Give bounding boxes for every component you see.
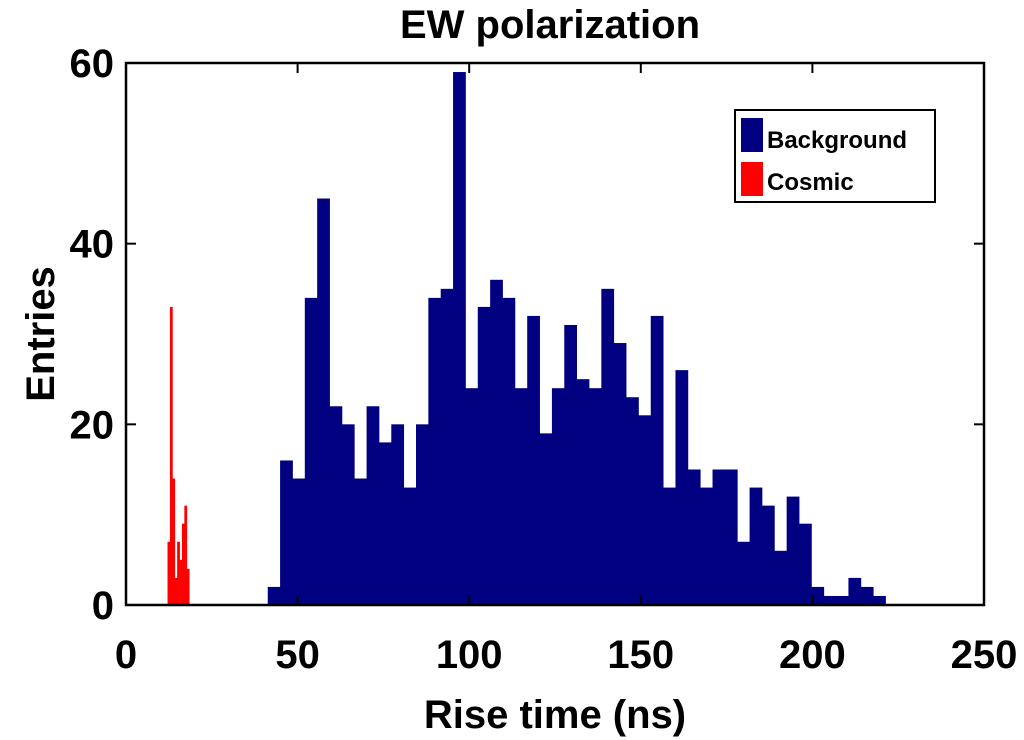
cosmic-bar [172, 478, 176, 605]
legend-swatch-background [741, 118, 763, 152]
cosmic-bar [181, 523, 185, 605]
chart-title: EW polarization [400, 3, 700, 47]
background-bar [626, 397, 639, 605]
legend-label-background: Background [767, 127, 907, 154]
background-bar [823, 595, 837, 605]
x-axis-ticks: 0 50 100 150 200 250 [115, 63, 1018, 677]
legend-box [734, 109, 936, 203]
background-bar [588, 388, 602, 605]
x-tick-label: 250 [951, 633, 1018, 677]
y-tick-label: 20 [70, 403, 115, 447]
background-bar [292, 478, 306, 605]
x-tick-label: 200 [779, 633, 846, 677]
background-bar [860, 586, 874, 605]
cosmic-bar [184, 505, 188, 605]
background-bar [786, 496, 800, 605]
legend-swatch-cosmic [741, 162, 763, 196]
background-bar [354, 478, 367, 605]
background-bar [687, 469, 701, 605]
background-bar [317, 198, 330, 605]
background-bar [280, 460, 293, 605]
background-bar [700, 487, 713, 605]
background-bar [391, 424, 405, 605]
background-bar [564, 324, 578, 605]
background-bar [737, 541, 750, 605]
background-bar [502, 297, 516, 605]
cosmic-bar [174, 577, 178, 605]
cosmic-bar [169, 306, 173, 605]
x-tick-label: 50 [275, 633, 320, 677]
plot-frame [124, 61, 986, 607]
y-tick-label: 40 [70, 223, 115, 267]
y-axis-label: Entries [19, 266, 63, 402]
background-bar [267, 586, 281, 605]
y-tick-label: 0 [92, 584, 114, 628]
legend-label-cosmic: Cosmic [767, 169, 854, 196]
cosmic-bar [167, 541, 171, 605]
background-bar [403, 487, 417, 605]
cosmic-bars [167, 306, 190, 605]
cosmic-bar [186, 568, 190, 605]
x-tick-label: 150 [607, 633, 674, 677]
background-bar [724, 469, 738, 605]
background-bar [749, 487, 763, 605]
background-bar [650, 315, 664, 605]
background-bar [366, 406, 380, 605]
background-bar [675, 370, 689, 605]
background-bar [663, 487, 676, 605]
y-tick-label: 60 [70, 42, 115, 86]
background-bar [527, 315, 540, 605]
background-bar [761, 505, 775, 605]
cosmic-bar [179, 559, 183, 605]
background-bar [799, 523, 812, 605]
background-bar [811, 586, 825, 605]
background-bar [613, 343, 627, 605]
background-bar [576, 379, 590, 605]
background-bar [873, 595, 886, 605]
background-bar [453, 72, 466, 605]
background-bar [539, 433, 553, 605]
background-bar [416, 424, 429, 605]
background-bar [341, 424, 355, 605]
background-bar [712, 469, 726, 605]
background-bar [774, 550, 788, 605]
legend: Background Cosmic [734, 109, 936, 203]
background-bar [440, 288, 454, 605]
background-bar [836, 595, 849, 605]
background-bar [477, 306, 491, 605]
cosmic-bar [177, 541, 180, 605]
background-bar [428, 297, 442, 605]
x-tick-label: 100 [436, 633, 503, 677]
y-axis-ticks: 0 20 40 60 [70, 42, 984, 628]
background-bar [601, 288, 615, 605]
background-bar [490, 279, 503, 605]
x-axis-label: Rise time (ns) [424, 693, 686, 737]
x-tick-label: 0 [115, 633, 137, 677]
background-bar [465, 388, 479, 605]
background-bar [848, 577, 862, 605]
background-bar [514, 388, 528, 605]
background-bar [638, 415, 652, 605]
background-bars [267, 72, 886, 605]
background-bar [551, 388, 565, 605]
background-bar [304, 297, 318, 605]
background-bar [329, 406, 343, 605]
background-bar [378, 442, 392, 605]
